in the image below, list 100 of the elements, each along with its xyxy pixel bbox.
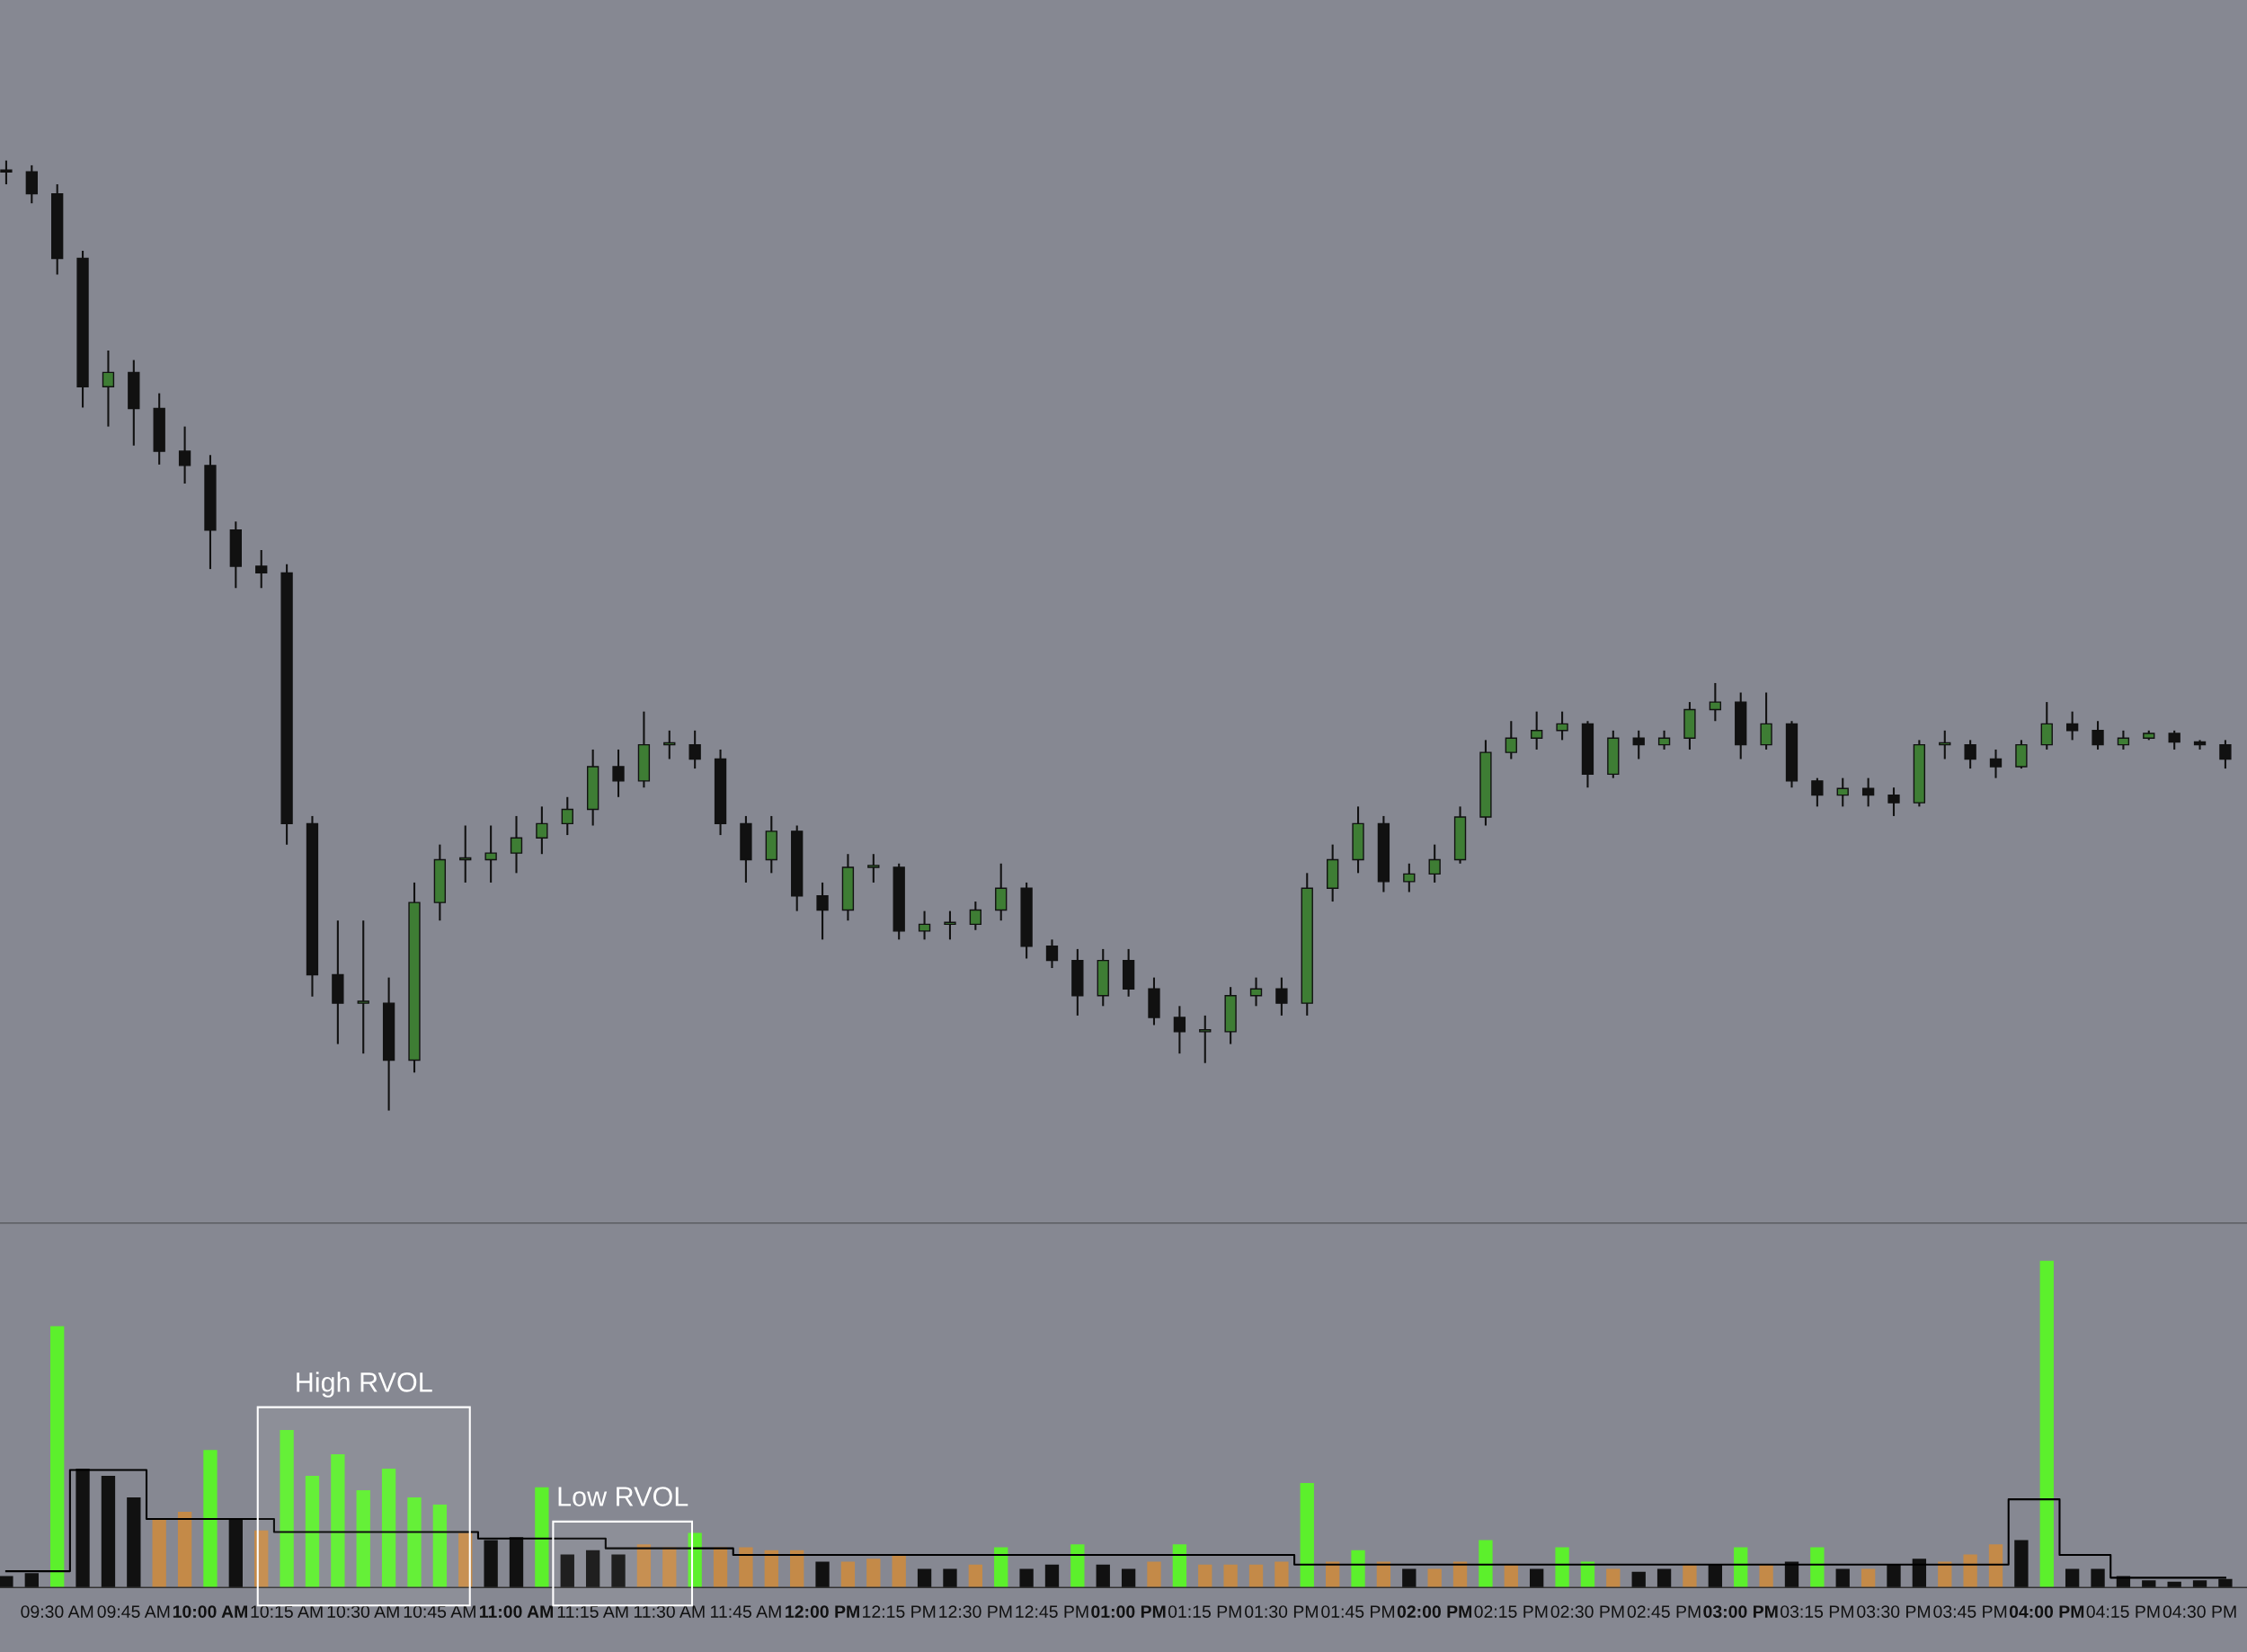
bar: [636, 1544, 652, 1588]
bar: [1530, 1568, 1544, 1588]
bar: [458, 1532, 473, 1588]
candlestick: [0, 159, 13, 186]
bar: [331, 1453, 345, 1588]
bar: [1351, 1550, 1365, 1588]
x-tick-label: 10:30 AM: [327, 1605, 399, 1618]
candlestick: [1989, 748, 2003, 779]
bar: [1656, 1568, 1672, 1588]
bar: [611, 1554, 626, 1588]
bar: [1861, 1568, 1876, 1588]
x-tick-label: 01:45 PM: [1321, 1605, 1395, 1618]
candlestick: [944, 910, 956, 941]
candlestick: [484, 824, 497, 884]
bar: [381, 1468, 396, 1588]
bar: [1223, 1564, 1238, 1588]
candlestick: [510, 814, 523, 875]
bar: [917, 1568, 932, 1588]
x-tick-label: 02:00 PM: [1397, 1605, 1472, 1618]
bar: [24, 1573, 39, 1588]
x-tick-label: 12:15 PM: [863, 1605, 936, 1618]
bar: [560, 1554, 574, 1588]
candlestick: [1531, 710, 1543, 751]
x-tick-label: 04:30 PM: [2163, 1605, 2236, 1618]
bar: [305, 1475, 320, 1588]
x-tick-label: 01:15 PM: [1168, 1605, 1241, 1618]
x-tick-label: 11:30 AM: [634, 1605, 705, 1618]
bar: [1810, 1547, 1825, 1588]
bar: [1044, 1564, 1060, 1588]
candlestick: [612, 748, 625, 798]
bar: [50, 1326, 65, 1588]
candlestick: [1428, 843, 1441, 884]
bar: [1248, 1564, 1264, 1588]
x-tick-label: 12:00 PM: [786, 1605, 859, 1618]
bar: [1887, 1564, 1901, 1588]
bar: [228, 1518, 243, 1588]
bar: [177, 1511, 192, 1588]
bar: [101, 1475, 116, 1588]
bar: [1198, 1564, 1212, 1588]
candlestick: [536, 805, 548, 856]
bar: [994, 1547, 1008, 1588]
bar: [662, 1547, 677, 1588]
band-label: High RVOL: [297, 1372, 432, 1398]
x-tick-label: 01:00 PM: [1091, 1605, 1166, 1618]
bar: [407, 1497, 422, 1588]
candlestick: [1657, 729, 1671, 751]
bar: [2065, 1568, 2080, 1588]
bar: [1759, 1564, 1773, 1588]
bar: [892, 1554, 906, 1588]
bar: [840, 1561, 856, 1588]
x-tick-label: 12:30 PM: [939, 1605, 1012, 1618]
candlestick: [969, 901, 981, 931]
bar: [1555, 1547, 1569, 1588]
candlestick: [816, 881, 829, 941]
bar: [1479, 1540, 1493, 1588]
bar: [1300, 1482, 1314, 1588]
candlestick: [1709, 681, 1722, 723]
candlestick: [688, 729, 701, 770]
x-tick-label: 02:15 PM: [1474, 1605, 1548, 1618]
bar: [713, 1547, 728, 1588]
x-tick-label: 11:15 AM: [557, 1605, 628, 1618]
candlestick: [255, 548, 268, 590]
x-tick-label: 04:15 PM: [2086, 1605, 2160, 1618]
bar: [1172, 1544, 1187, 1588]
x-tick-label: 10:00 AM: [173, 1605, 247, 1618]
candlestick: [1505, 720, 1517, 760]
bar: [1683, 1564, 1697, 1588]
candlestick: [1811, 777, 1824, 808]
bar: [1835, 1568, 1850, 1588]
bar: [2091, 1568, 2105, 1588]
candlestick: [1249, 976, 1263, 1008]
x-tick-label: 10:15 AM: [251, 1605, 323, 1618]
candlestick: [1556, 710, 1568, 742]
candlestick: [357, 919, 369, 1055]
x-tick-label: 02:45 PM: [1627, 1605, 1701, 1618]
x-tick-label: 11:45 AM: [711, 1605, 781, 1618]
x-tick-label: 03:00 PM: [1703, 1605, 1778, 1619]
bar: [1427, 1568, 1442, 1588]
x-tick-label: 12:45 PM: [1016, 1605, 1088, 1618]
bar: [127, 1497, 141, 1588]
x-tick-label: 03:30 PM: [1857, 1605, 1931, 1618]
x-tick-label: 01:30 PM: [1245, 1605, 1318, 1618]
candlestick: [1632, 729, 1645, 760]
bar: [688, 1532, 702, 1588]
x-tick-label: 10:45 AM: [404, 1605, 475, 1618]
bar: [2014, 1540, 2029, 1588]
bar: [1019, 1568, 1034, 1588]
candlestick: [1964, 739, 1976, 770]
bar: [152, 1518, 166, 1588]
bar: [1121, 1568, 1136, 1588]
candlestick: [1887, 786, 1900, 817]
candlestick: [2040, 701, 2053, 751]
bar: [1096, 1564, 1110, 1588]
x-tick-label: 04:00 PM: [2009, 1605, 2084, 1618]
bar: [943, 1568, 957, 1588]
bar: [1274, 1561, 1289, 1588]
bar: [1147, 1561, 1161, 1588]
bar: [75, 1468, 90, 1588]
bar: [509, 1537, 524, 1588]
x-tick-label: 09:45 AM: [97, 1605, 170, 1618]
